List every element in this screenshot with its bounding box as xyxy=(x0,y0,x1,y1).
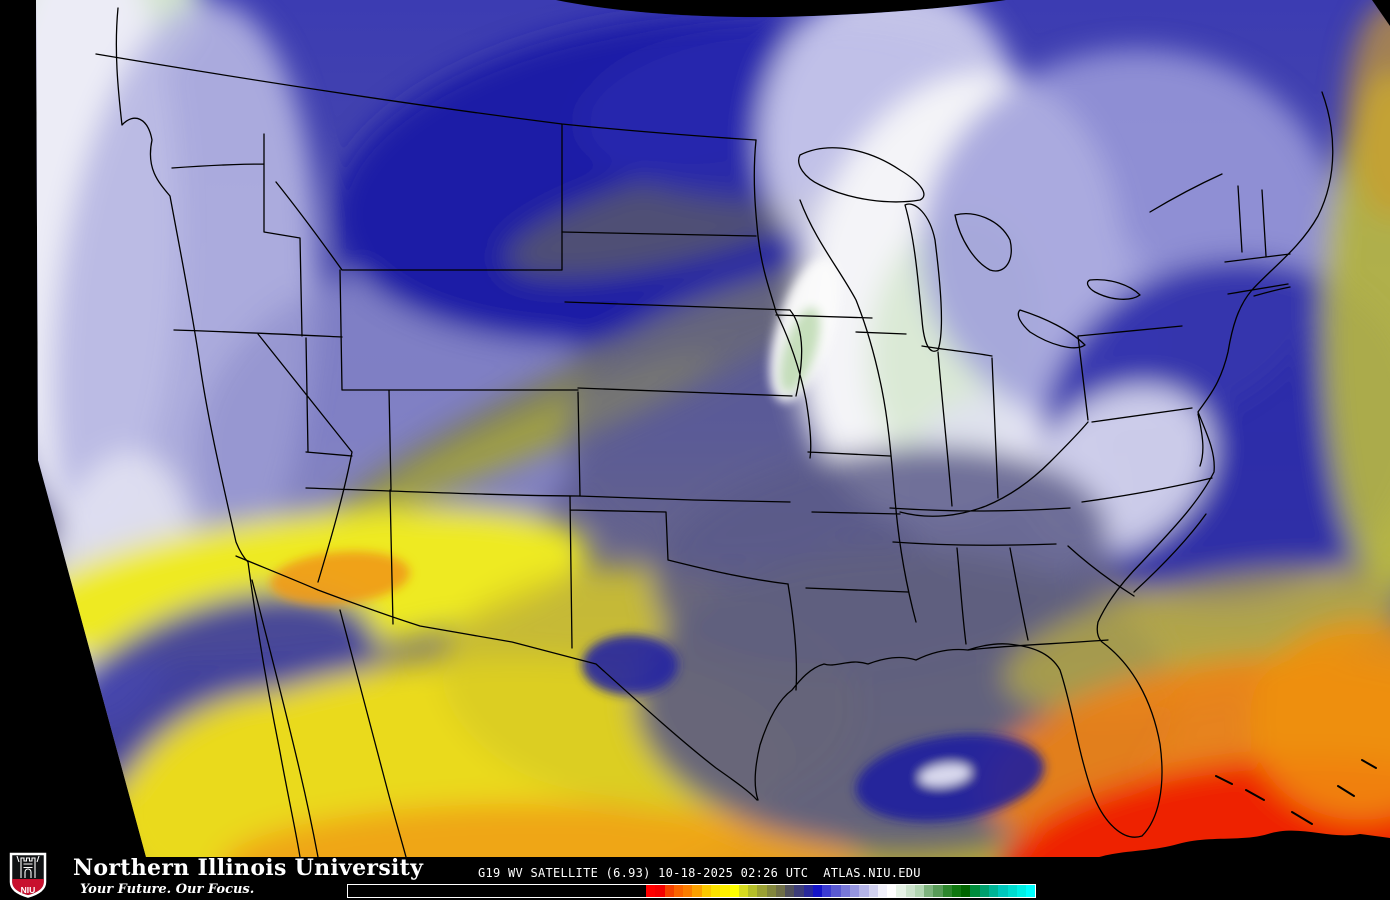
image-caption: G19 WV SATELLITE (6.93) 10-18-2025 02:26… xyxy=(478,866,921,880)
colorbar-segment-18 xyxy=(812,885,823,897)
colorbar-segment-38 xyxy=(998,885,1008,897)
colorbar-segment-3 xyxy=(673,885,684,897)
colorbar-segment-14 xyxy=(775,885,786,897)
colorbar-segment-7 xyxy=(711,885,721,897)
wx-feature-kansas-convection-green xyxy=(779,306,821,394)
colorbar-segment-20 xyxy=(831,885,841,897)
niu-logo-text: NIU xyxy=(21,885,36,895)
colorbar-segment-28 xyxy=(905,885,915,897)
castle-turret-icon xyxy=(16,855,40,878)
wx-feature-bahamas-orange xyxy=(1250,620,1390,820)
colorbar-segment-9 xyxy=(729,885,739,897)
colorbar-segment-0 xyxy=(646,885,656,897)
colorbar-segment-25 xyxy=(877,885,888,897)
colorbar-segment-31 xyxy=(933,885,943,897)
wx-feature-southeast-yellow-ring xyxy=(1003,568,1390,712)
wx-feature-gulf-convection-white xyxy=(919,763,971,787)
wx-feature-mexico-orange xyxy=(220,803,860,857)
colorbar-segment-22 xyxy=(850,885,860,897)
colorbar-segment-17 xyxy=(803,885,813,897)
colorbar-segment-36 xyxy=(979,885,989,897)
colorbar-segment-24 xyxy=(868,885,878,897)
university-name: Northern Illinois University xyxy=(73,855,424,881)
colorbar-segment-34 xyxy=(961,885,971,897)
wx-feature-southwest-dry-core-orange xyxy=(270,551,410,605)
colorbar-segment-6 xyxy=(701,885,712,897)
colorbar-segment-12 xyxy=(757,885,767,897)
colorbar-segment-32 xyxy=(942,885,952,897)
colorbar-offscale-segment xyxy=(348,885,647,897)
colorbar-segment-41 xyxy=(1026,885,1036,897)
colorbar-segment-4 xyxy=(683,885,693,897)
colorbar-segment-30 xyxy=(924,885,934,897)
colorbar-segment-33 xyxy=(951,885,962,897)
colorbar-segment-15 xyxy=(785,885,795,897)
water-vapor-convective-features xyxy=(270,258,1045,822)
colorbar-segment-29 xyxy=(914,885,925,897)
state-borders-east xyxy=(1077,173,1291,593)
colorbar-segment-11 xyxy=(748,885,758,897)
wx-feature-atlantic-ne-orange xyxy=(1347,0,1390,220)
colorbar-segment-27 xyxy=(896,885,906,897)
colorbar-segment-21 xyxy=(840,885,850,897)
colorbar-segment-2 xyxy=(664,885,674,897)
colorbar-segment-10 xyxy=(738,885,749,897)
colorbar-segment-5 xyxy=(692,885,702,897)
great-lakes-outlines xyxy=(798,147,1141,352)
bahamas-islands xyxy=(1215,759,1377,825)
colorbar-segment-35 xyxy=(970,885,980,897)
canada-border xyxy=(95,53,757,141)
colorbar-segment-8 xyxy=(720,885,730,897)
state-borders-plains-midwest xyxy=(561,139,1135,691)
university-tagline: Your Future. Our Focus. xyxy=(80,882,255,897)
wx-feature-atlantic-yellow-edge xyxy=(1322,70,1390,590)
colorbar-legend xyxy=(347,884,1036,898)
colorbar-scale xyxy=(646,885,1036,897)
niu-logo: NIU xyxy=(9,852,47,898)
colorbar-segment-23 xyxy=(859,885,869,897)
wx-feature-west-texas-moist-blob xyxy=(582,635,678,695)
colorbar-segment-40 xyxy=(1016,885,1027,897)
coastlines xyxy=(115,7,1334,857)
colorbar-segment-37 xyxy=(988,885,999,897)
state-borders-west xyxy=(171,123,791,801)
colorbar-segment-26 xyxy=(887,885,897,897)
colorbar-segment-39 xyxy=(1007,885,1017,897)
colorbar-segment-19 xyxy=(822,885,832,897)
colorbar-segment-1 xyxy=(655,885,665,897)
colorbar-segment-16 xyxy=(794,885,804,897)
projection-corner-mask xyxy=(1372,0,1390,26)
niu-shield-red-band xyxy=(12,879,44,895)
cuba-silhouette xyxy=(1096,830,1390,857)
colorbar-segment-13 xyxy=(766,885,776,897)
